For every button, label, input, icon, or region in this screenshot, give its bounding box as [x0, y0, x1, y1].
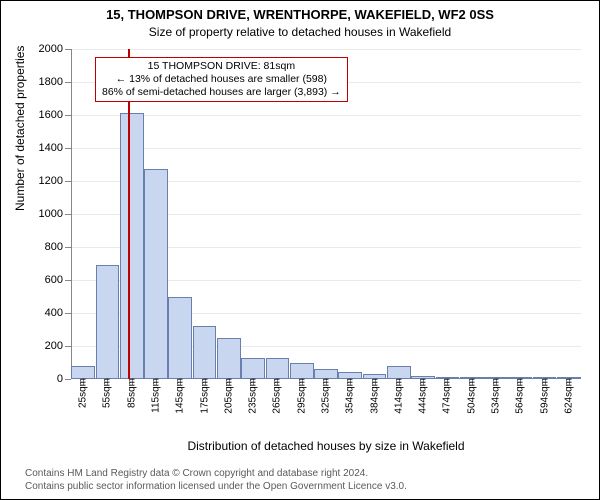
y-tick-label: 1000 — [19, 208, 63, 220]
histogram-bar — [193, 326, 217, 379]
y-tick — [65, 181, 71, 182]
gridline — [71, 148, 581, 149]
histogram-bar — [144, 169, 168, 379]
marker-annotation-box: 15 THOMPSON DRIVE: 81sqm ← 13% of detach… — [95, 57, 348, 102]
y-tick-label: 2000 — [19, 43, 63, 55]
x-tick-label: 235sqm — [248, 378, 259, 414]
y-tick-label: 1800 — [19, 76, 63, 88]
y-tick — [65, 346, 71, 347]
y-tick-label: 200 — [19, 340, 63, 352]
y-tick-label: 0 — [19, 373, 63, 385]
x-tick-label: 504sqm — [466, 378, 477, 414]
x-tick-label: 265sqm — [272, 378, 283, 414]
y-tick-label: 400 — [19, 307, 63, 319]
y-tick — [65, 49, 71, 50]
footer-line-1: Contains HM Land Registry data © Crown c… — [25, 468, 407, 481]
footer-attribution: Contains HM Land Registry data © Crown c… — [25, 468, 407, 493]
chart-subtitle: Size of property relative to detached ho… — [1, 25, 599, 39]
histogram-bar — [168, 297, 192, 380]
chart-container: 15, THOMPSON DRIVE, WRENTHORPE, WAKEFIEL… — [0, 0, 600, 500]
y-tick-label: 1600 — [19, 109, 63, 121]
y-tick — [65, 148, 71, 149]
gridline — [71, 49, 581, 50]
x-tick-label: 354sqm — [345, 378, 356, 414]
x-tick-label: 564sqm — [515, 378, 526, 414]
y-tick — [65, 82, 71, 83]
histogram-bar — [290, 363, 314, 380]
histogram-bar — [217, 338, 241, 379]
y-tick — [65, 313, 71, 314]
x-tick-label: 55sqm — [102, 378, 113, 408]
x-axis-label: Distribution of detached houses by size … — [71, 439, 581, 453]
x-tick-label: 85sqm — [126, 378, 137, 408]
annotation-line-1: 15 THOMPSON DRIVE: 81sqm — [102, 60, 341, 73]
x-tick-label: 115sqm — [151, 378, 162, 413]
x-tick-label: 325sqm — [321, 378, 332, 414]
annotation-line-2: ← 13% of detached houses are smaller (59… — [102, 73, 341, 86]
x-tick-label: 145sqm — [175, 378, 186, 414]
histogram-bar — [266, 358, 290, 379]
histogram-bar — [241, 358, 265, 379]
chart-title-address: 15, THOMPSON DRIVE, WRENTHORPE, WAKEFIEL… — [1, 7, 599, 22]
x-tick-label: 474sqm — [442, 378, 453, 414]
y-tick — [65, 115, 71, 116]
y-tick — [65, 214, 71, 215]
x-tick-label: 444sqm — [418, 378, 429, 414]
x-tick-label: 205sqm — [223, 378, 234, 414]
footer-line-2: Contains public sector information licen… — [25, 481, 407, 494]
x-tick-label: 295sqm — [296, 378, 307, 414]
y-tick — [65, 280, 71, 281]
y-tick — [65, 247, 71, 248]
y-tick-label: 600 — [19, 274, 63, 286]
y-tick-label: 1400 — [19, 142, 63, 154]
annotation-line-3: 86% of semi-detached houses are larger (… — [102, 86, 341, 99]
x-tick-label: 384sqm — [369, 378, 380, 414]
histogram-bar — [120, 113, 144, 379]
x-tick-label: 624sqm — [563, 378, 574, 414]
y-tick — [65, 379, 71, 380]
x-tick-label: 175sqm — [199, 378, 210, 414]
x-tick-label: 414sqm — [393, 378, 404, 414]
x-tick-label: 594sqm — [539, 378, 550, 414]
y-tick-label: 800 — [19, 241, 63, 253]
x-tick-label: 25sqm — [78, 378, 89, 408]
gridline — [71, 115, 581, 116]
y-tick-label: 1200 — [19, 175, 63, 187]
x-tick-label: 534sqm — [491, 378, 502, 414]
histogram-bar — [96, 265, 120, 379]
